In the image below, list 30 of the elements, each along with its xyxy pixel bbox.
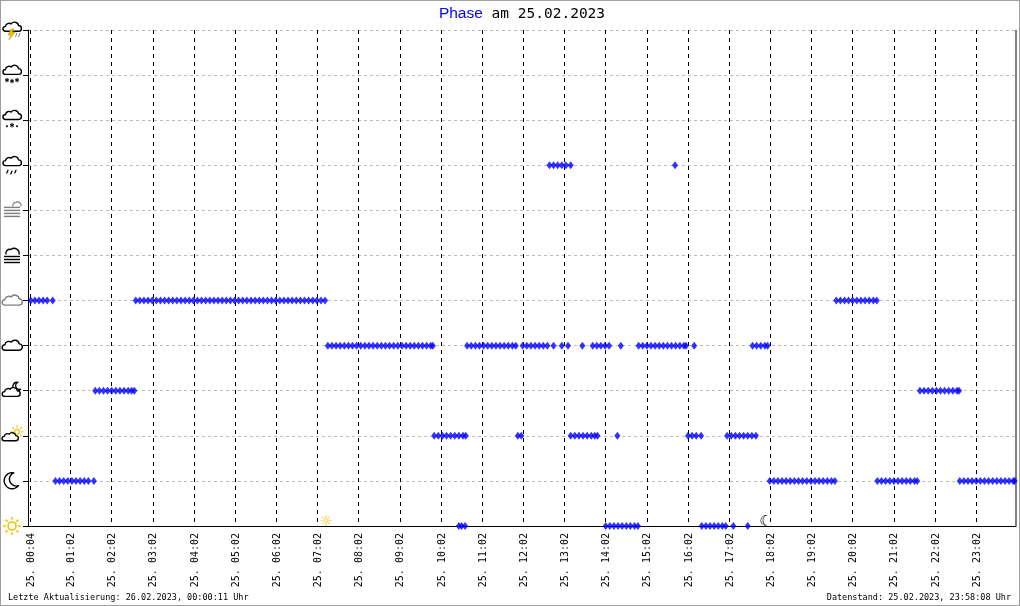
x-tick-label: 25. 07:02 — [312, 533, 324, 588]
x-tick-label: 25. 00:04 — [25, 533, 37, 588]
x-tick-label: 25. 20:02 — [847, 533, 859, 588]
x-tick-label: 25. 12:02 — [517, 533, 529, 588]
x-tick-label: 25. 01:02 — [65, 533, 77, 588]
x-tick-label: 25. 15:02 — [641, 533, 653, 588]
x-tick-label: 25. 02:02 — [106, 533, 118, 588]
x-tick-label: 25. 10:02 — [435, 533, 447, 588]
annotation: ☼ — [319, 511, 333, 530]
x-tick-label: 25. 03:02 — [147, 533, 159, 588]
chart-title: am 25.02.2023 — [491, 5, 606, 21]
x-tick-label: 25. 14:02 — [600, 533, 612, 588]
text: Letzte Aktualisierung: 26.02.2023, 00:00:11 Uhr — [8, 592, 249, 603]
x-tick-label: 25. 16:02 — [682, 533, 694, 588]
x-tick-label: 25. 04:02 — [188, 533, 200, 588]
text: Phase — [438, 4, 483, 21]
x-tick-label: 25. 22:02 — [929, 533, 941, 588]
x-tick-label: 25. 17:02 — [723, 533, 735, 588]
x-tick-label: 25. 06:02 — [270, 533, 282, 588]
x-tick-label: 25. 18:02 — [764, 533, 776, 588]
x-tick-label: 25. 05:02 — [229, 533, 241, 588]
x-tick-label: 25. 23:02 — [970, 533, 982, 588]
x-tick-label: 25. 21:02 — [888, 533, 900, 588]
text: Datenstand: 25.02.2023, 23:58:08 Uhr — [826, 592, 1011, 603]
x-tick-label: 25. 11:02 — [476, 533, 488, 588]
x-tick-label: 25. 09:02 — [394, 533, 406, 588]
annotation: ☾ — [759, 511, 773, 530]
x-tick-label: 25. 19:02 — [806, 533, 818, 588]
x-tick-label: 25. 13:02 — [559, 533, 571, 588]
x-tick-label: 25. 08:02 — [353, 533, 365, 588]
